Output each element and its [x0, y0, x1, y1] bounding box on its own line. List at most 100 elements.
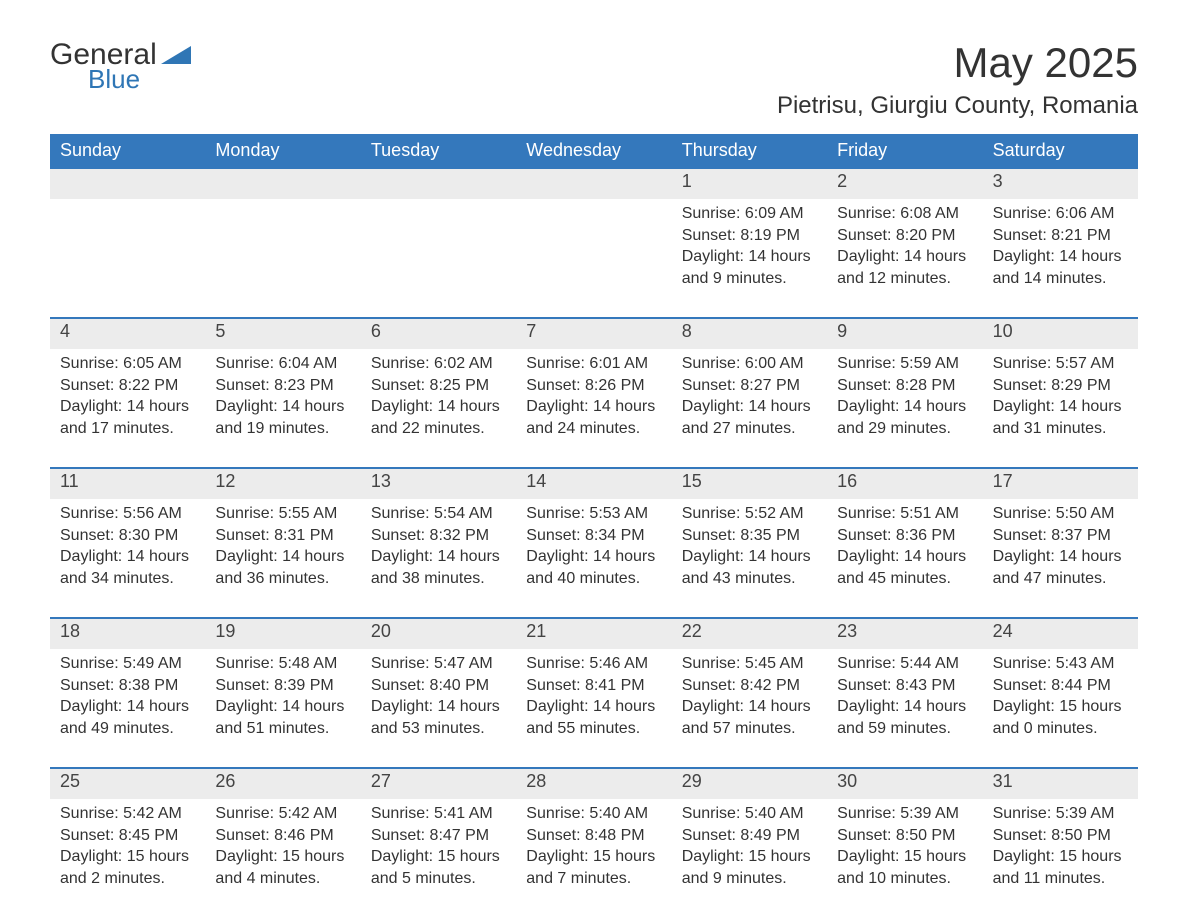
day-number	[516, 169, 671, 199]
sunrise-text: Sunrise: 5:40 AM	[526, 803, 661, 825]
daylight-text: Daylight: 14 hours and 27 minutes.	[682, 396, 817, 439]
sunset-text: Sunset: 8:27 PM	[682, 375, 817, 397]
day-number: 13	[361, 469, 516, 499]
day-number: 28	[516, 769, 671, 799]
sunset-text: Sunset: 8:19 PM	[682, 225, 817, 247]
day-number: 9	[827, 319, 982, 349]
sunrise-text: Sunrise: 6:04 AM	[215, 353, 350, 375]
logo-blue-text: Blue	[88, 66, 191, 92]
day-cell: 31Sunrise: 5:39 AMSunset: 8:50 PMDayligh…	[983, 769, 1138, 899]
sunrise-text: Sunrise: 5:40 AM	[682, 803, 817, 825]
day-cell: 11Sunrise: 5:56 AMSunset: 8:30 PMDayligh…	[50, 469, 205, 599]
day-body: Sunrise: 5:43 AMSunset: 8:44 PMDaylight:…	[983, 649, 1138, 749]
week-row: 18Sunrise: 5:49 AMSunset: 8:38 PMDayligh…	[50, 617, 1138, 749]
sunset-text: Sunset: 8:26 PM	[526, 375, 661, 397]
daylight-text: Daylight: 14 hours and 47 minutes.	[993, 546, 1128, 589]
sunrise-text: Sunrise: 5:46 AM	[526, 653, 661, 675]
day-cell: 26 Sunrise: 5:42 AMSunset: 8:46 PMDayligh…	[205, 769, 360, 899]
day-cell	[205, 169, 360, 299]
day-cell: 13Sunrise: 5:54 AMSunset: 8:32 PMDayligh…	[361, 469, 516, 599]
sunrise-text: Sunrise: 5:42 AM	[215, 803, 350, 825]
sunrise-text: Sunrise: 5:43 AM	[993, 653, 1128, 675]
sunrise-text: Sunrise: 5:50 AM	[993, 503, 1128, 525]
sunset-text: Sunset: 8:41 PM	[526, 675, 661, 697]
daylight-text: Daylight: 14 hours and 24 minutes.	[526, 396, 661, 439]
day-body: Sunrise: 5:41 AMSunset: 8:47 PMDaylight:…	[361, 799, 516, 899]
day-body: Sunrise: 5:45 AMSunset: 8:42 PMDaylight:…	[672, 649, 827, 749]
sunrise-text: Sunrise: 5:39 AM	[993, 803, 1128, 825]
day-cell: 16Sunrise: 5:51 AMSunset: 8:36 PMDayligh…	[827, 469, 982, 599]
day-body: Sunrise: 5:52 AMSunset: 8:35 PMDaylight:…	[672, 499, 827, 599]
day-number: 2	[827, 169, 982, 199]
daylight-text: Daylight: 14 hours and 14 minutes.	[993, 246, 1128, 289]
day-cell: 22Sunrise: 5:45 AMSunset: 8:42 PMDayligh…	[672, 619, 827, 749]
day-body: Sunrise: 5:40 AMSunset: 8:48 PMDaylight:…	[516, 799, 671, 899]
calendar-body: 1Sunrise: 6:09 AMSunset: 8:19 PMDaylight…	[50, 169, 1138, 899]
sunrise-text: Sunrise: 5:51 AM	[837, 503, 972, 525]
day-number	[50, 169, 205, 199]
day-number: 4	[50, 319, 205, 349]
daylight-text: Daylight: 14 hours and 38 minutes.	[371, 546, 506, 589]
sunrise-text: Sunrise: 5:39 AM	[837, 803, 972, 825]
day-body: Sunrise: 6:00 AMSunset: 8:27 PMDaylight:…	[672, 349, 827, 449]
sunset-text: Sunset: 8:32 PM	[371, 525, 506, 547]
daylight-text: Daylight: 14 hours and 43 minutes.	[682, 546, 817, 589]
title-block: May 2025 Pietrisu, Giurgiu County, Roman…	[777, 40, 1138, 120]
daylight-text: Daylight: 14 hours and 17 minutes.	[60, 396, 195, 439]
day-body: Sunrise: 5:46 AMSunset: 8:41 PMDaylight:…	[516, 649, 671, 749]
week-row: 1Sunrise: 6:09 AMSunset: 8:19 PMDaylight…	[50, 169, 1138, 299]
day-cell: 12Sunrise: 5:55 AMSunset: 8:31 PMDayligh…	[205, 469, 360, 599]
daylight-text: Daylight: 15 hours and 10 minutes.	[837, 846, 972, 889]
daylight-text: Daylight: 15 hours and 4 minutes.	[215, 846, 350, 889]
sunset-text: Sunset: 8:28 PM	[837, 375, 972, 397]
day-cell	[361, 169, 516, 299]
daylight-text: Daylight: 14 hours and 57 minutes.	[682, 696, 817, 739]
day-cell: 5Sunrise: 6:04 AMSunset: 8:23 PMDaylight…	[205, 319, 360, 449]
sunset-text: Sunset: 8:48 PM	[526, 825, 661, 847]
week-row: 4Sunrise: 6:05 AMSunset: 8:22 PMDaylight…	[50, 317, 1138, 449]
sunset-text: Sunset: 8:31 PM	[215, 525, 350, 547]
day-cell: 29Sunrise: 5:40 AMSunset: 8:49 PMDayligh…	[672, 769, 827, 899]
day-body: Sunrise: 5:47 AMSunset: 8:40 PMDaylight:…	[361, 649, 516, 749]
daylight-text: Daylight: 14 hours and 36 minutes.	[215, 546, 350, 589]
sunrise-text: Sunrise: 6:05 AM	[60, 353, 195, 375]
sunrise-text: Sunrise: 5:59 AM	[837, 353, 972, 375]
sunrise-text: Sunrise: 5:48 AM	[215, 653, 350, 675]
sunset-text: Sunset: 8:42 PM	[682, 675, 817, 697]
day-cell	[50, 169, 205, 299]
day-body	[205, 199, 360, 299]
day-body: Sunrise: 6:04 AMSunset: 8:23 PMDaylight:…	[205, 349, 360, 449]
weekday-thursday: Thursday	[672, 134, 827, 169]
day-body	[50, 199, 205, 299]
weekday-tuesday: Tuesday	[361, 134, 516, 169]
daylight-text: Daylight: 14 hours and 53 minutes.	[371, 696, 506, 739]
day-cell: 10Sunrise: 5:57 AMSunset: 8:29 PMDayligh…	[983, 319, 1138, 449]
sunrise-text: Sunrise: 5:42 AM	[60, 803, 195, 825]
day-number	[361, 169, 516, 199]
sunset-text: Sunset: 8:36 PM	[837, 525, 972, 547]
day-cell: 3Sunrise: 6:06 AMSunset: 8:21 PMDaylight…	[983, 169, 1138, 299]
daylight-text: Daylight: 15 hours and 7 minutes.	[526, 846, 661, 889]
day-cell: 28Sunrise: 5:40 AMSunset: 8:48 PMDayligh…	[516, 769, 671, 899]
day-body: Sunrise: 5:56 AMSunset: 8:30 PMDaylight:…	[50, 499, 205, 599]
sunset-text: Sunset: 8:44 PM	[993, 675, 1128, 697]
day-cell: 1Sunrise: 6:09 AMSunset: 8:19 PMDaylight…	[672, 169, 827, 299]
day-body: Sunrise: 6:05 AMSunset: 8:22 PMDaylight:…	[50, 349, 205, 449]
day-body: Sunrise: 5:55 AMSunset: 8:31 PMDaylight:…	[205, 499, 360, 599]
day-cell: 20Sunrise: 5:47 AMSunset: 8:40 PMDayligh…	[361, 619, 516, 749]
day-cell: 19Sunrise: 5:48 AMSunset: 8:39 PMDayligh…	[205, 619, 360, 749]
sunset-text: Sunset: 8:34 PM	[526, 525, 661, 547]
month-title: May 2025	[777, 40, 1138, 86]
daylight-text: Daylight: 14 hours and 9 minutes.	[682, 246, 817, 289]
day-body: Sunrise: 5:39 AMSunset: 8:50 PMDaylight:…	[983, 799, 1138, 899]
day-number: 20	[361, 619, 516, 649]
sunset-text: Sunset: 8:25 PM	[371, 375, 506, 397]
day-number: 18	[50, 619, 205, 649]
sunset-text: Sunset: 8:23 PM	[215, 375, 350, 397]
day-cell: 7Sunrise: 6:01 AMSunset: 8:26 PMDaylight…	[516, 319, 671, 449]
day-number: 26	[205, 769, 360, 799]
sunset-text: Sunset: 8:46 PM	[215, 825, 350, 847]
weekday-saturday: Saturday	[983, 134, 1138, 169]
logo: General Blue	[50, 40, 191, 92]
sunrise-text: Sunrise: 5:44 AM	[837, 653, 972, 675]
